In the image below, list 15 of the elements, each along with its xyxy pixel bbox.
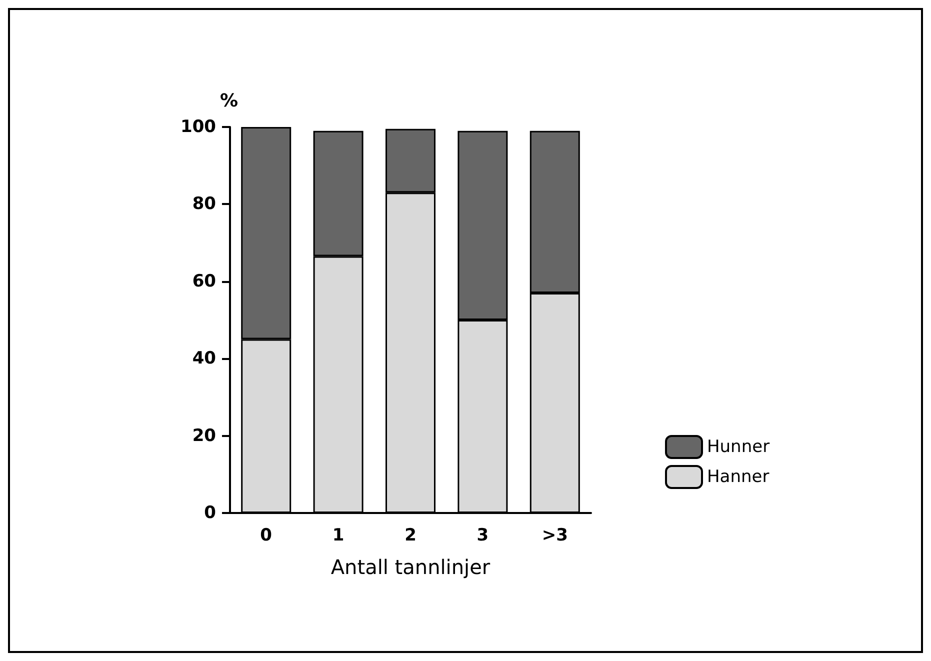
x-tick-label: 3 [476, 526, 489, 546]
x-tick-label: 2 [404, 526, 416, 546]
y-tick-label: 0 [204, 503, 216, 523]
y-tick-label: 80 [192, 194, 216, 214]
legend-label: Hunner [707, 437, 770, 457]
y-tick-label: 40 [192, 348, 216, 369]
legend-label: Hanner [707, 467, 770, 487]
x-tick-label: 1 [332, 526, 344, 546]
x-tick-label: >3 [542, 526, 568, 546]
y-tick-label: 60 [192, 271, 216, 292]
y-tick-label: 20 [192, 426, 216, 446]
y-tick-label: 100 [180, 117, 216, 137]
y-axis-title: % [220, 90, 238, 112]
x-tick-label: 0 [260, 526, 272, 546]
x-axis-title: Antall tannlinjer [330, 555, 491, 579]
